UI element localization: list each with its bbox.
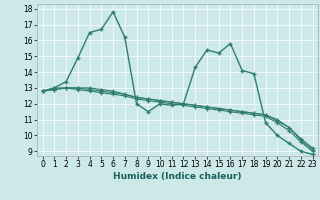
X-axis label: Humidex (Indice chaleur): Humidex (Indice chaleur): [113, 172, 242, 181]
